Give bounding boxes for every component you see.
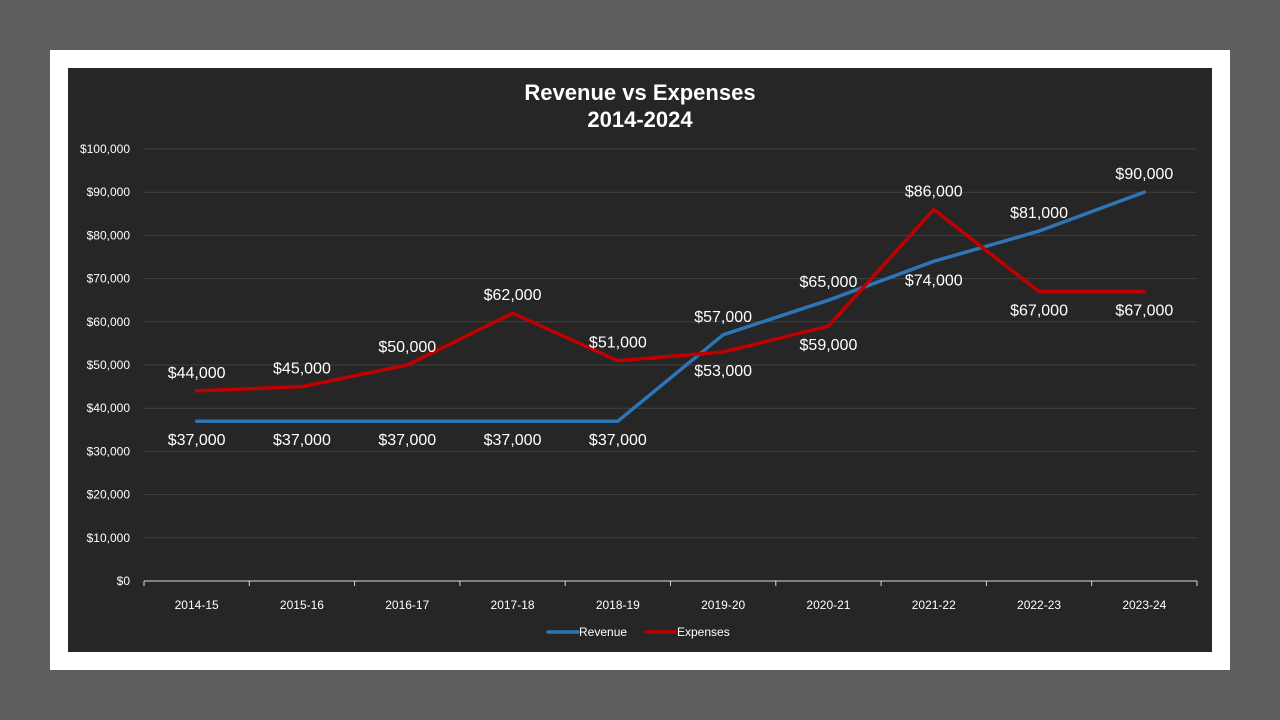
data-label-expenses: $67,000: [1115, 303, 1173, 320]
y-tick-label: $10,000: [87, 531, 131, 545]
x-tick-label: 2017-18: [491, 598, 535, 612]
chart-subtitle: 2014-2024: [587, 107, 693, 132]
x-tick-label: 2018-19: [596, 598, 640, 612]
data-label-revenue: $57,000: [694, 309, 752, 326]
data-label-revenue: $90,000: [1115, 166, 1173, 183]
x-tick-label: 2015-16: [280, 598, 324, 612]
data-label-revenue: $81,000: [1010, 205, 1068, 222]
y-tick-label: $40,000: [87, 401, 131, 415]
data-labels: $37,000 $37,000 $37,000 $37,000 $37,000 $57,0…: [168, 166, 1174, 449]
x-tick-label: 2019-20: [701, 598, 745, 612]
data-label-expenses: $86,000: [905, 183, 963, 200]
slide-frame: Revenue vs Expenses 2014-2024 $0 $10,000 $…: [50, 50, 1230, 670]
data-label-revenue: $37,000: [273, 432, 331, 449]
y-tick-label: $100,000: [80, 142, 130, 156]
axes: $0 $10,000 $20,000 $30,000 $40,000 $50,000 $60…: [80, 142, 1198, 612]
x-tick-label: 2022-23: [1017, 598, 1061, 612]
y-tick-label: $90,000: [87, 185, 131, 199]
data-label-revenue: $37,000: [378, 432, 436, 449]
x-tick-label: 2020-21: [806, 598, 850, 612]
data-label-expenses: $51,000: [589, 335, 647, 352]
y-tick-label: $70,000: [87, 272, 131, 286]
data-label-expenses: $45,000: [273, 361, 331, 378]
data-label-revenue: $74,000: [905, 272, 963, 289]
data-label-revenue: $37,000: [484, 432, 542, 449]
y-tick-label: $50,000: [87, 358, 131, 372]
gridlines: [144, 148, 1197, 539]
data-label-expenses: $44,000: [168, 365, 226, 382]
x-tick-label: 2021-22: [912, 598, 956, 612]
y-tick-label: $80,000: [87, 228, 131, 242]
data-label-revenue: $37,000: [589, 432, 647, 449]
chart-title: Revenue vs Expenses: [524, 80, 755, 105]
data-label-expenses: $53,000: [694, 363, 752, 380]
data-label-expenses: $59,000: [800, 337, 858, 354]
series-lines: [194, 190, 1147, 423]
legend-label-revenue: Revenue: [579, 625, 627, 639]
x-tick-label: 2014-15: [175, 598, 219, 612]
data-label-expenses: $50,000: [378, 339, 436, 356]
data-label-expenses: $62,000: [484, 287, 542, 304]
chart-area: Revenue vs Expenses 2014-2024 $0 $10,000 $…: [68, 68, 1212, 652]
x-tick-label: 2023-24: [1122, 598, 1166, 612]
data-label-revenue: $37,000: [168, 432, 226, 449]
series-line-expenses: [194, 207, 1147, 393]
y-tick-label: $20,000: [87, 488, 131, 502]
y-tick-label: $30,000: [87, 444, 131, 458]
legend: Revenue Expenses: [546, 625, 730, 639]
data-label-revenue: $65,000: [800, 274, 858, 291]
data-label-expenses: $67,000: [1010, 303, 1068, 320]
line-chart: Revenue vs Expenses 2014-2024 $0$10,000$…: [80, 80, 1198, 639]
legend-label-expenses: Expenses: [677, 625, 730, 639]
x-tick-label: 2016-17: [385, 598, 429, 612]
y-tick-label: $60,000: [87, 315, 131, 329]
y-tick-label: $0: [117, 574, 131, 588]
series-line-revenue: [194, 190, 1147, 423]
